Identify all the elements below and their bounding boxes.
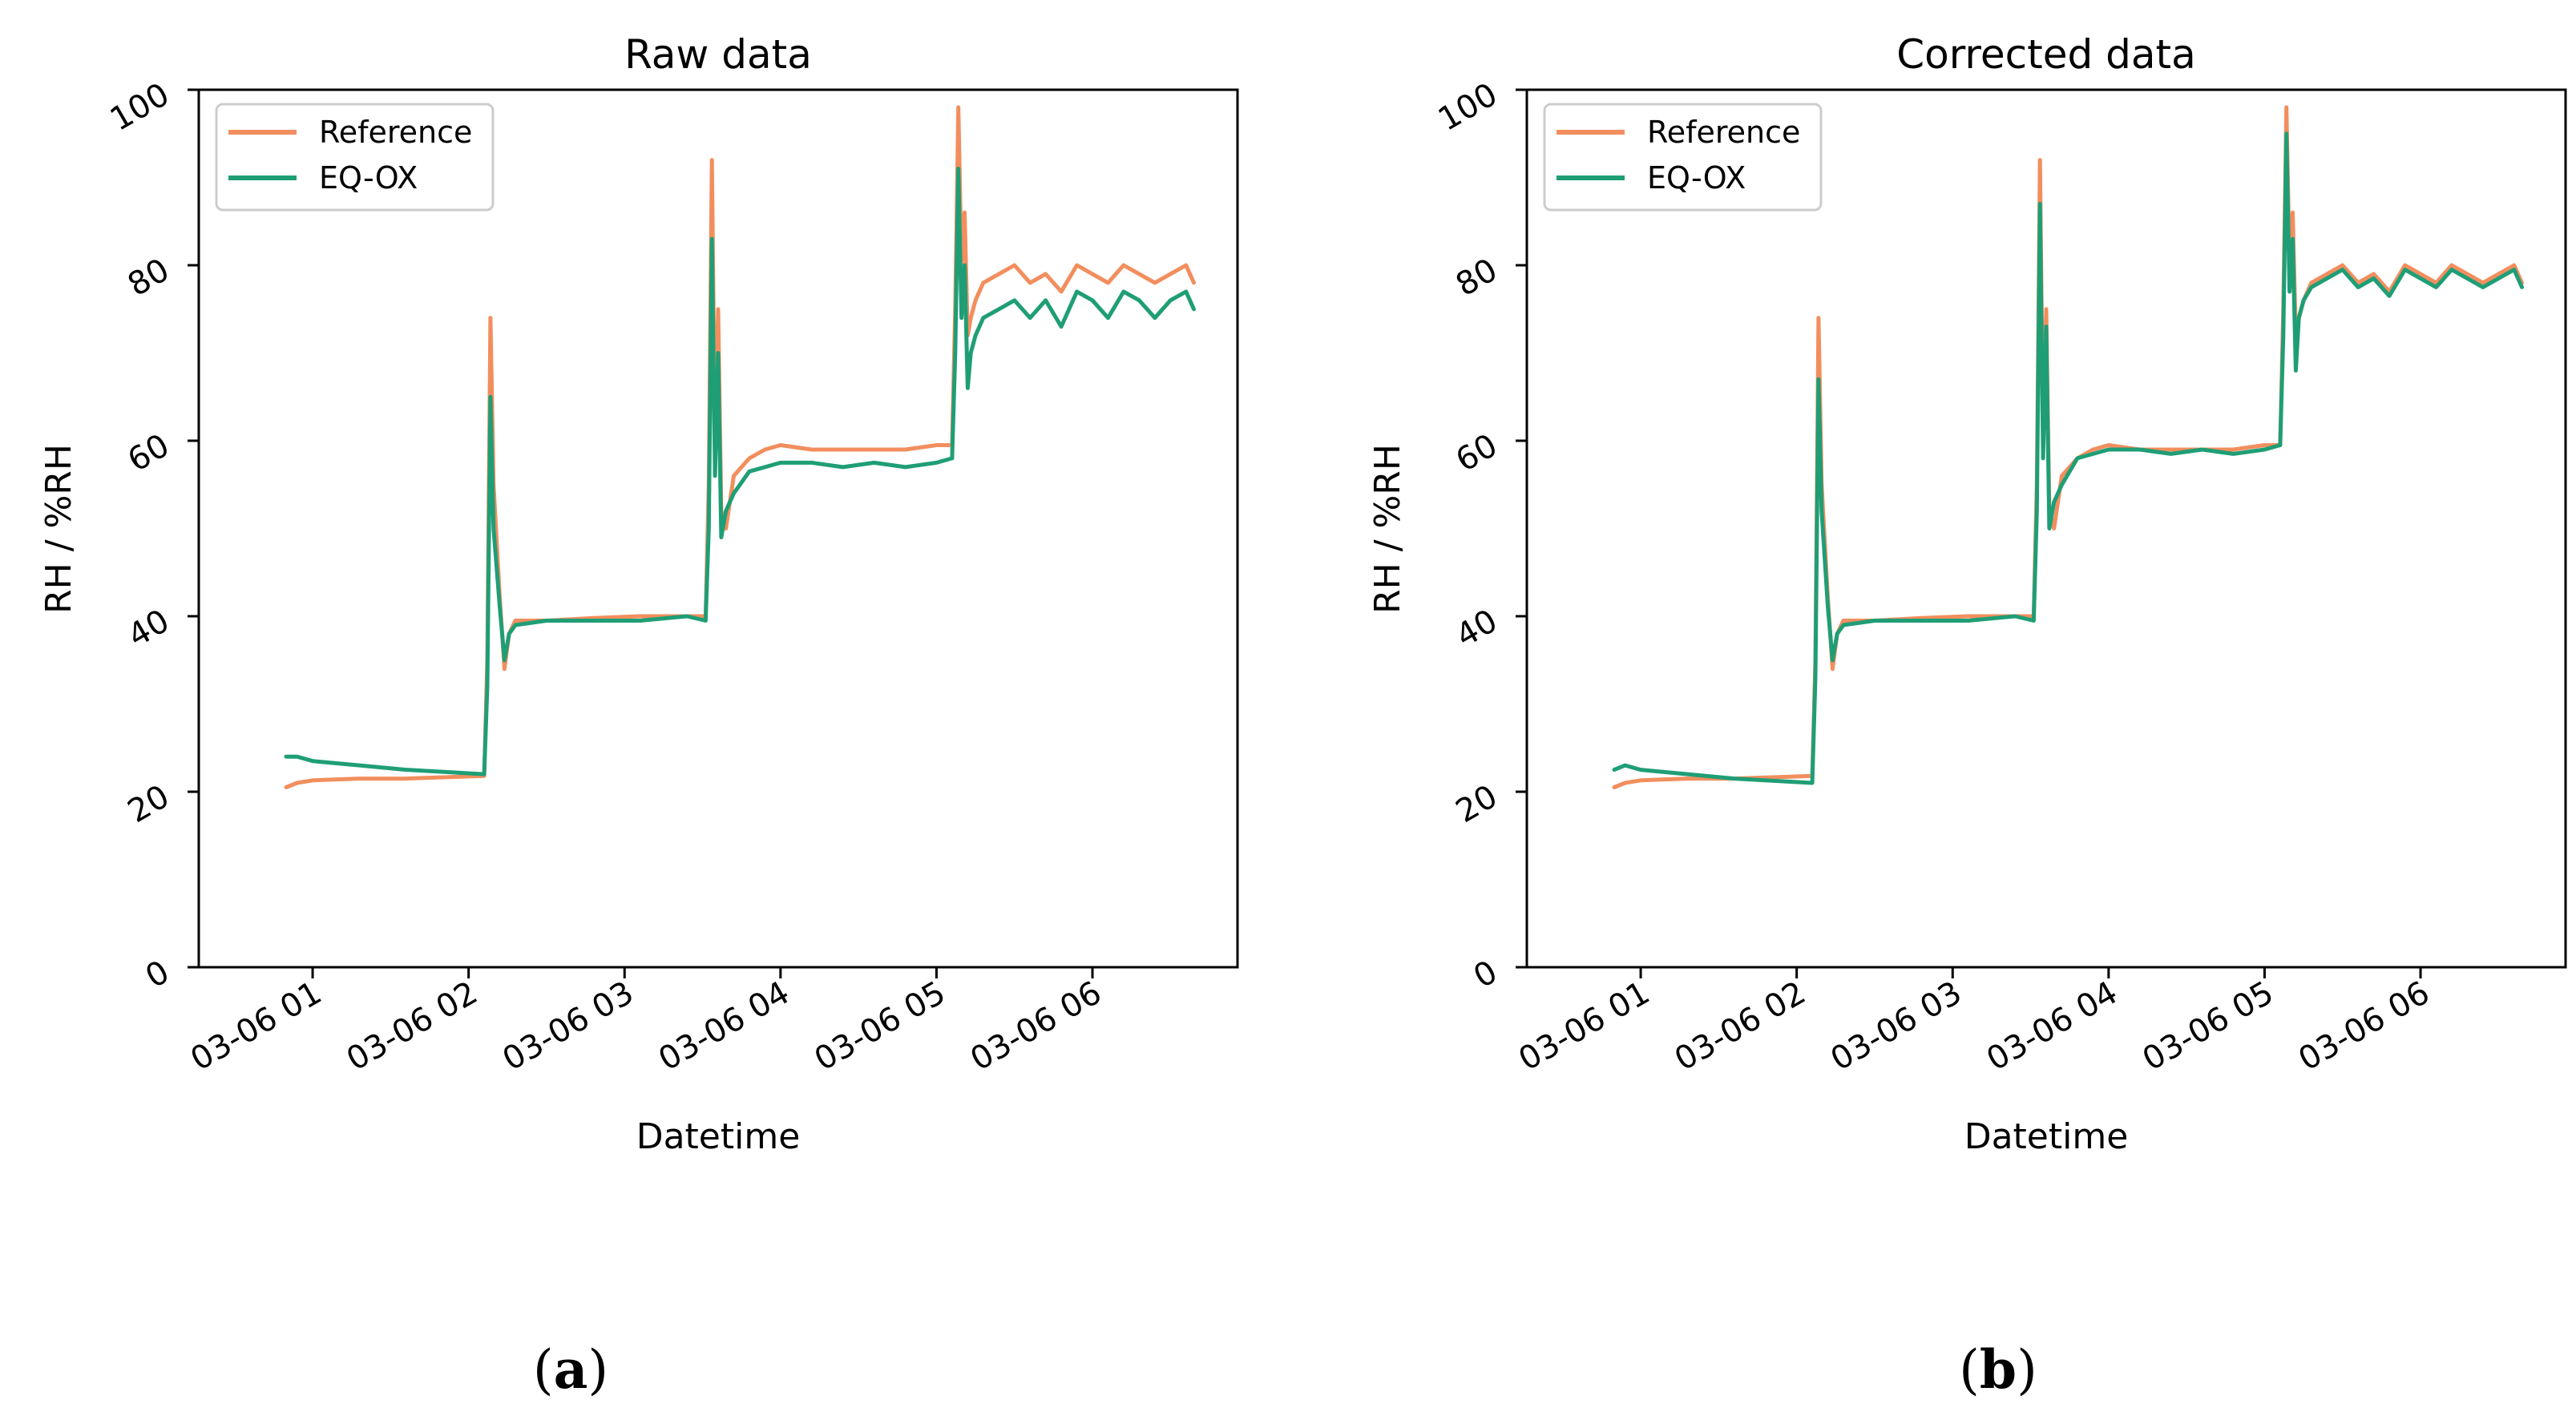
legend-label-reference: Reference [319,115,472,150]
panel-label: (b) [1959,1338,2037,1401]
legend-label-eq-ox: EQ-OX [1647,160,1746,196]
x-axis-label: Datetime [1964,1116,2129,1157]
x-axis-label: Datetime [636,1116,801,1157]
panel-label: (a) [533,1338,608,1401]
series-line-eq-ox [1612,131,2524,785]
legend: Reference EQ-OX [215,103,495,212]
y-axis-label: RH / %RH [38,444,79,614]
plot-area-frame [197,88,1239,969]
plot-area-frame [1525,88,2567,969]
legend: Reference EQ-OX [1543,103,1823,212]
legend-label-eq-ox: EQ-OX [319,160,418,196]
series-layer [1612,105,2524,789]
series-line-eq-ox [284,167,1196,777]
y-axis-label: RH / %RH [1367,444,1408,614]
legend-label-reference: Reference [1647,115,1800,150]
series-layer [284,105,1196,789]
chart-title: Corrected data [1896,31,2196,78]
chart-title: Raw data [624,31,812,78]
